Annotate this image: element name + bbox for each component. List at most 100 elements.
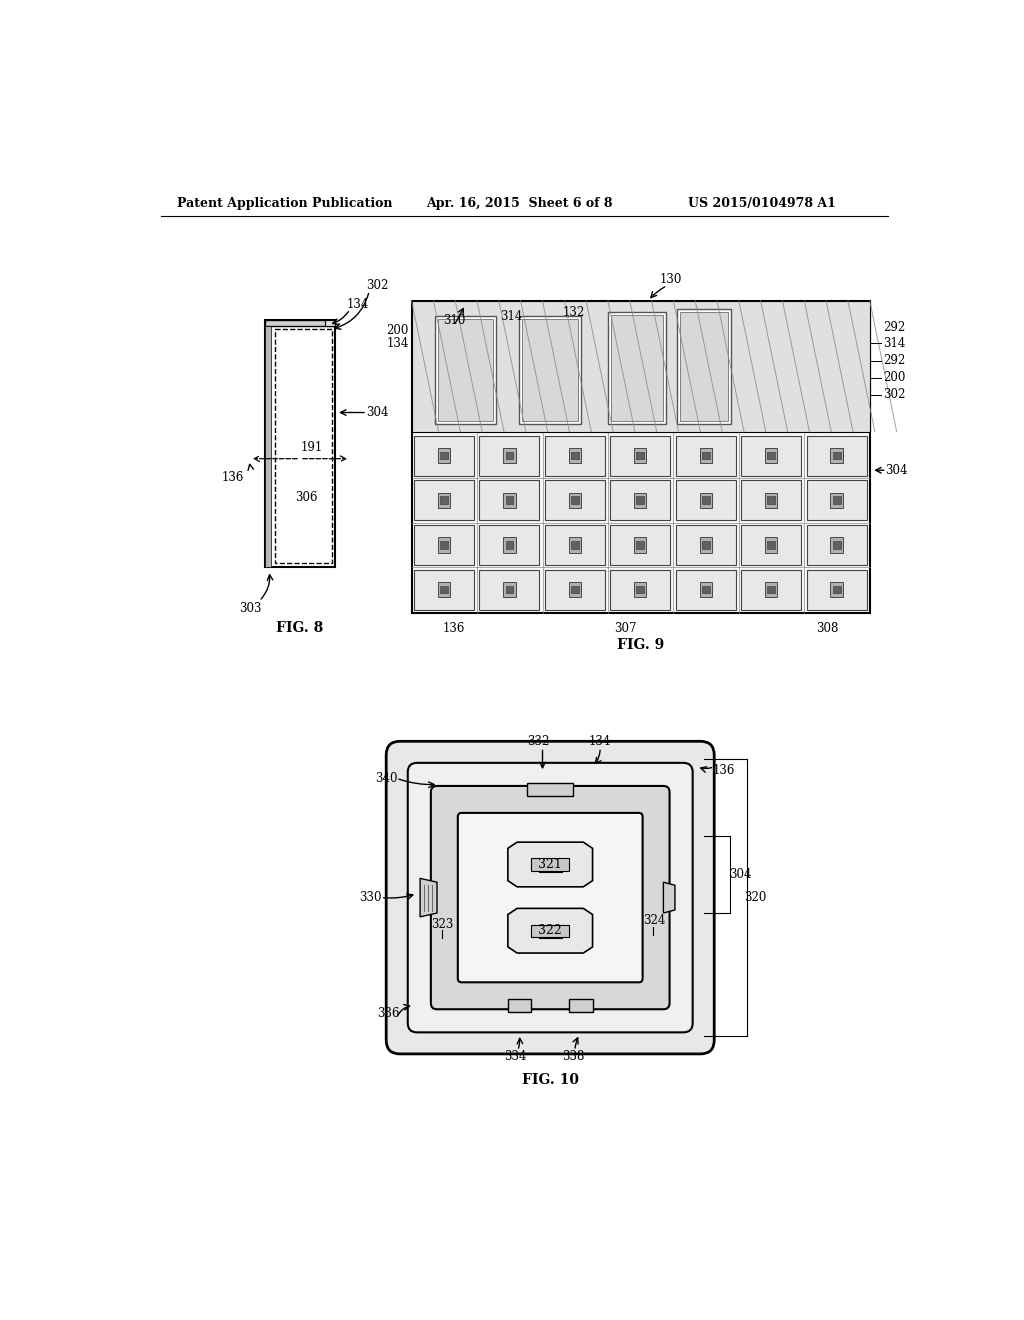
Polygon shape bbox=[701, 586, 710, 594]
Polygon shape bbox=[701, 496, 710, 504]
Polygon shape bbox=[503, 537, 515, 553]
Polygon shape bbox=[767, 586, 775, 594]
Text: 304: 304 bbox=[366, 407, 388, 418]
Text: FIG. 8: FIG. 8 bbox=[276, 622, 324, 635]
Polygon shape bbox=[531, 858, 569, 871]
Text: 200: 200 bbox=[884, 371, 905, 384]
Polygon shape bbox=[637, 451, 644, 459]
Polygon shape bbox=[508, 999, 531, 1012]
Text: Apr. 16, 2015  Sheet 6 of 8: Apr. 16, 2015 Sheet 6 of 8 bbox=[426, 197, 612, 210]
Polygon shape bbox=[611, 315, 663, 421]
Polygon shape bbox=[412, 301, 869, 612]
Polygon shape bbox=[519, 317, 581, 424]
Text: 132: 132 bbox=[562, 306, 585, 319]
Polygon shape bbox=[701, 451, 710, 459]
Polygon shape bbox=[414, 570, 474, 610]
Polygon shape bbox=[527, 783, 573, 796]
Polygon shape bbox=[545, 480, 605, 520]
Polygon shape bbox=[503, 492, 515, 508]
Polygon shape bbox=[807, 480, 866, 520]
Polygon shape bbox=[438, 582, 451, 597]
Text: 130: 130 bbox=[659, 273, 682, 286]
Text: 134: 134 bbox=[589, 735, 611, 748]
Polygon shape bbox=[265, 326, 271, 566]
Polygon shape bbox=[440, 541, 447, 549]
Text: 303: 303 bbox=[239, 602, 261, 615]
Polygon shape bbox=[767, 541, 775, 549]
Polygon shape bbox=[741, 436, 801, 475]
Polygon shape bbox=[699, 492, 712, 508]
Polygon shape bbox=[435, 317, 497, 424]
Polygon shape bbox=[807, 570, 866, 610]
Polygon shape bbox=[765, 582, 777, 597]
Polygon shape bbox=[741, 480, 801, 520]
Polygon shape bbox=[569, 999, 593, 1012]
Text: 302: 302 bbox=[366, 279, 388, 292]
Polygon shape bbox=[741, 525, 801, 565]
Text: 304: 304 bbox=[729, 869, 752, 880]
Polygon shape bbox=[634, 447, 646, 463]
Polygon shape bbox=[503, 582, 515, 597]
Polygon shape bbox=[438, 319, 494, 421]
Text: 136: 136 bbox=[442, 622, 465, 635]
Polygon shape bbox=[830, 447, 843, 463]
Text: 136: 136 bbox=[713, 764, 734, 777]
Polygon shape bbox=[479, 570, 540, 610]
Polygon shape bbox=[545, 436, 605, 475]
Text: 307: 307 bbox=[613, 622, 636, 635]
Polygon shape bbox=[506, 496, 513, 504]
Text: 310: 310 bbox=[442, 314, 465, 326]
Text: 306: 306 bbox=[295, 491, 317, 504]
Polygon shape bbox=[571, 496, 579, 504]
Polygon shape bbox=[676, 525, 736, 565]
Text: 302: 302 bbox=[884, 388, 905, 401]
Text: FIG. 9: FIG. 9 bbox=[616, 638, 664, 652]
Polygon shape bbox=[765, 447, 777, 463]
FancyBboxPatch shape bbox=[408, 763, 692, 1032]
Text: 314: 314 bbox=[884, 337, 905, 350]
Polygon shape bbox=[438, 537, 451, 553]
Polygon shape bbox=[414, 480, 474, 520]
Polygon shape bbox=[568, 492, 581, 508]
Polygon shape bbox=[637, 586, 644, 594]
Polygon shape bbox=[440, 586, 447, 594]
Polygon shape bbox=[545, 570, 605, 610]
Polygon shape bbox=[637, 541, 644, 549]
Polygon shape bbox=[807, 525, 866, 565]
Polygon shape bbox=[568, 582, 581, 597]
Text: FIG. 10: FIG. 10 bbox=[521, 1073, 579, 1088]
Polygon shape bbox=[438, 447, 451, 463]
Text: 332: 332 bbox=[527, 735, 550, 748]
FancyBboxPatch shape bbox=[458, 813, 643, 982]
Polygon shape bbox=[610, 525, 671, 565]
Text: 340: 340 bbox=[375, 772, 397, 785]
Text: 134: 134 bbox=[387, 337, 409, 350]
Polygon shape bbox=[568, 537, 581, 553]
Text: 320: 320 bbox=[744, 891, 767, 904]
Polygon shape bbox=[414, 525, 474, 565]
Text: 323: 323 bbox=[431, 917, 454, 931]
FancyBboxPatch shape bbox=[386, 742, 714, 1053]
Text: Patent Application Publication: Patent Application Publication bbox=[177, 197, 392, 210]
Polygon shape bbox=[479, 436, 540, 475]
Polygon shape bbox=[830, 492, 843, 508]
Polygon shape bbox=[767, 451, 775, 459]
Polygon shape bbox=[699, 582, 712, 597]
Polygon shape bbox=[676, 480, 736, 520]
Polygon shape bbox=[637, 496, 644, 504]
Polygon shape bbox=[741, 570, 801, 610]
Text: 321: 321 bbox=[539, 858, 562, 871]
Polygon shape bbox=[701, 541, 710, 549]
Polygon shape bbox=[508, 842, 593, 887]
Polygon shape bbox=[571, 541, 579, 549]
Polygon shape bbox=[807, 436, 866, 475]
Polygon shape bbox=[765, 492, 777, 508]
Text: 292: 292 bbox=[884, 321, 905, 334]
Polygon shape bbox=[765, 537, 777, 553]
Polygon shape bbox=[833, 451, 841, 459]
Polygon shape bbox=[412, 301, 869, 432]
Polygon shape bbox=[522, 319, 578, 421]
Polygon shape bbox=[503, 447, 515, 463]
Polygon shape bbox=[545, 525, 605, 565]
Text: 314: 314 bbox=[501, 310, 523, 323]
